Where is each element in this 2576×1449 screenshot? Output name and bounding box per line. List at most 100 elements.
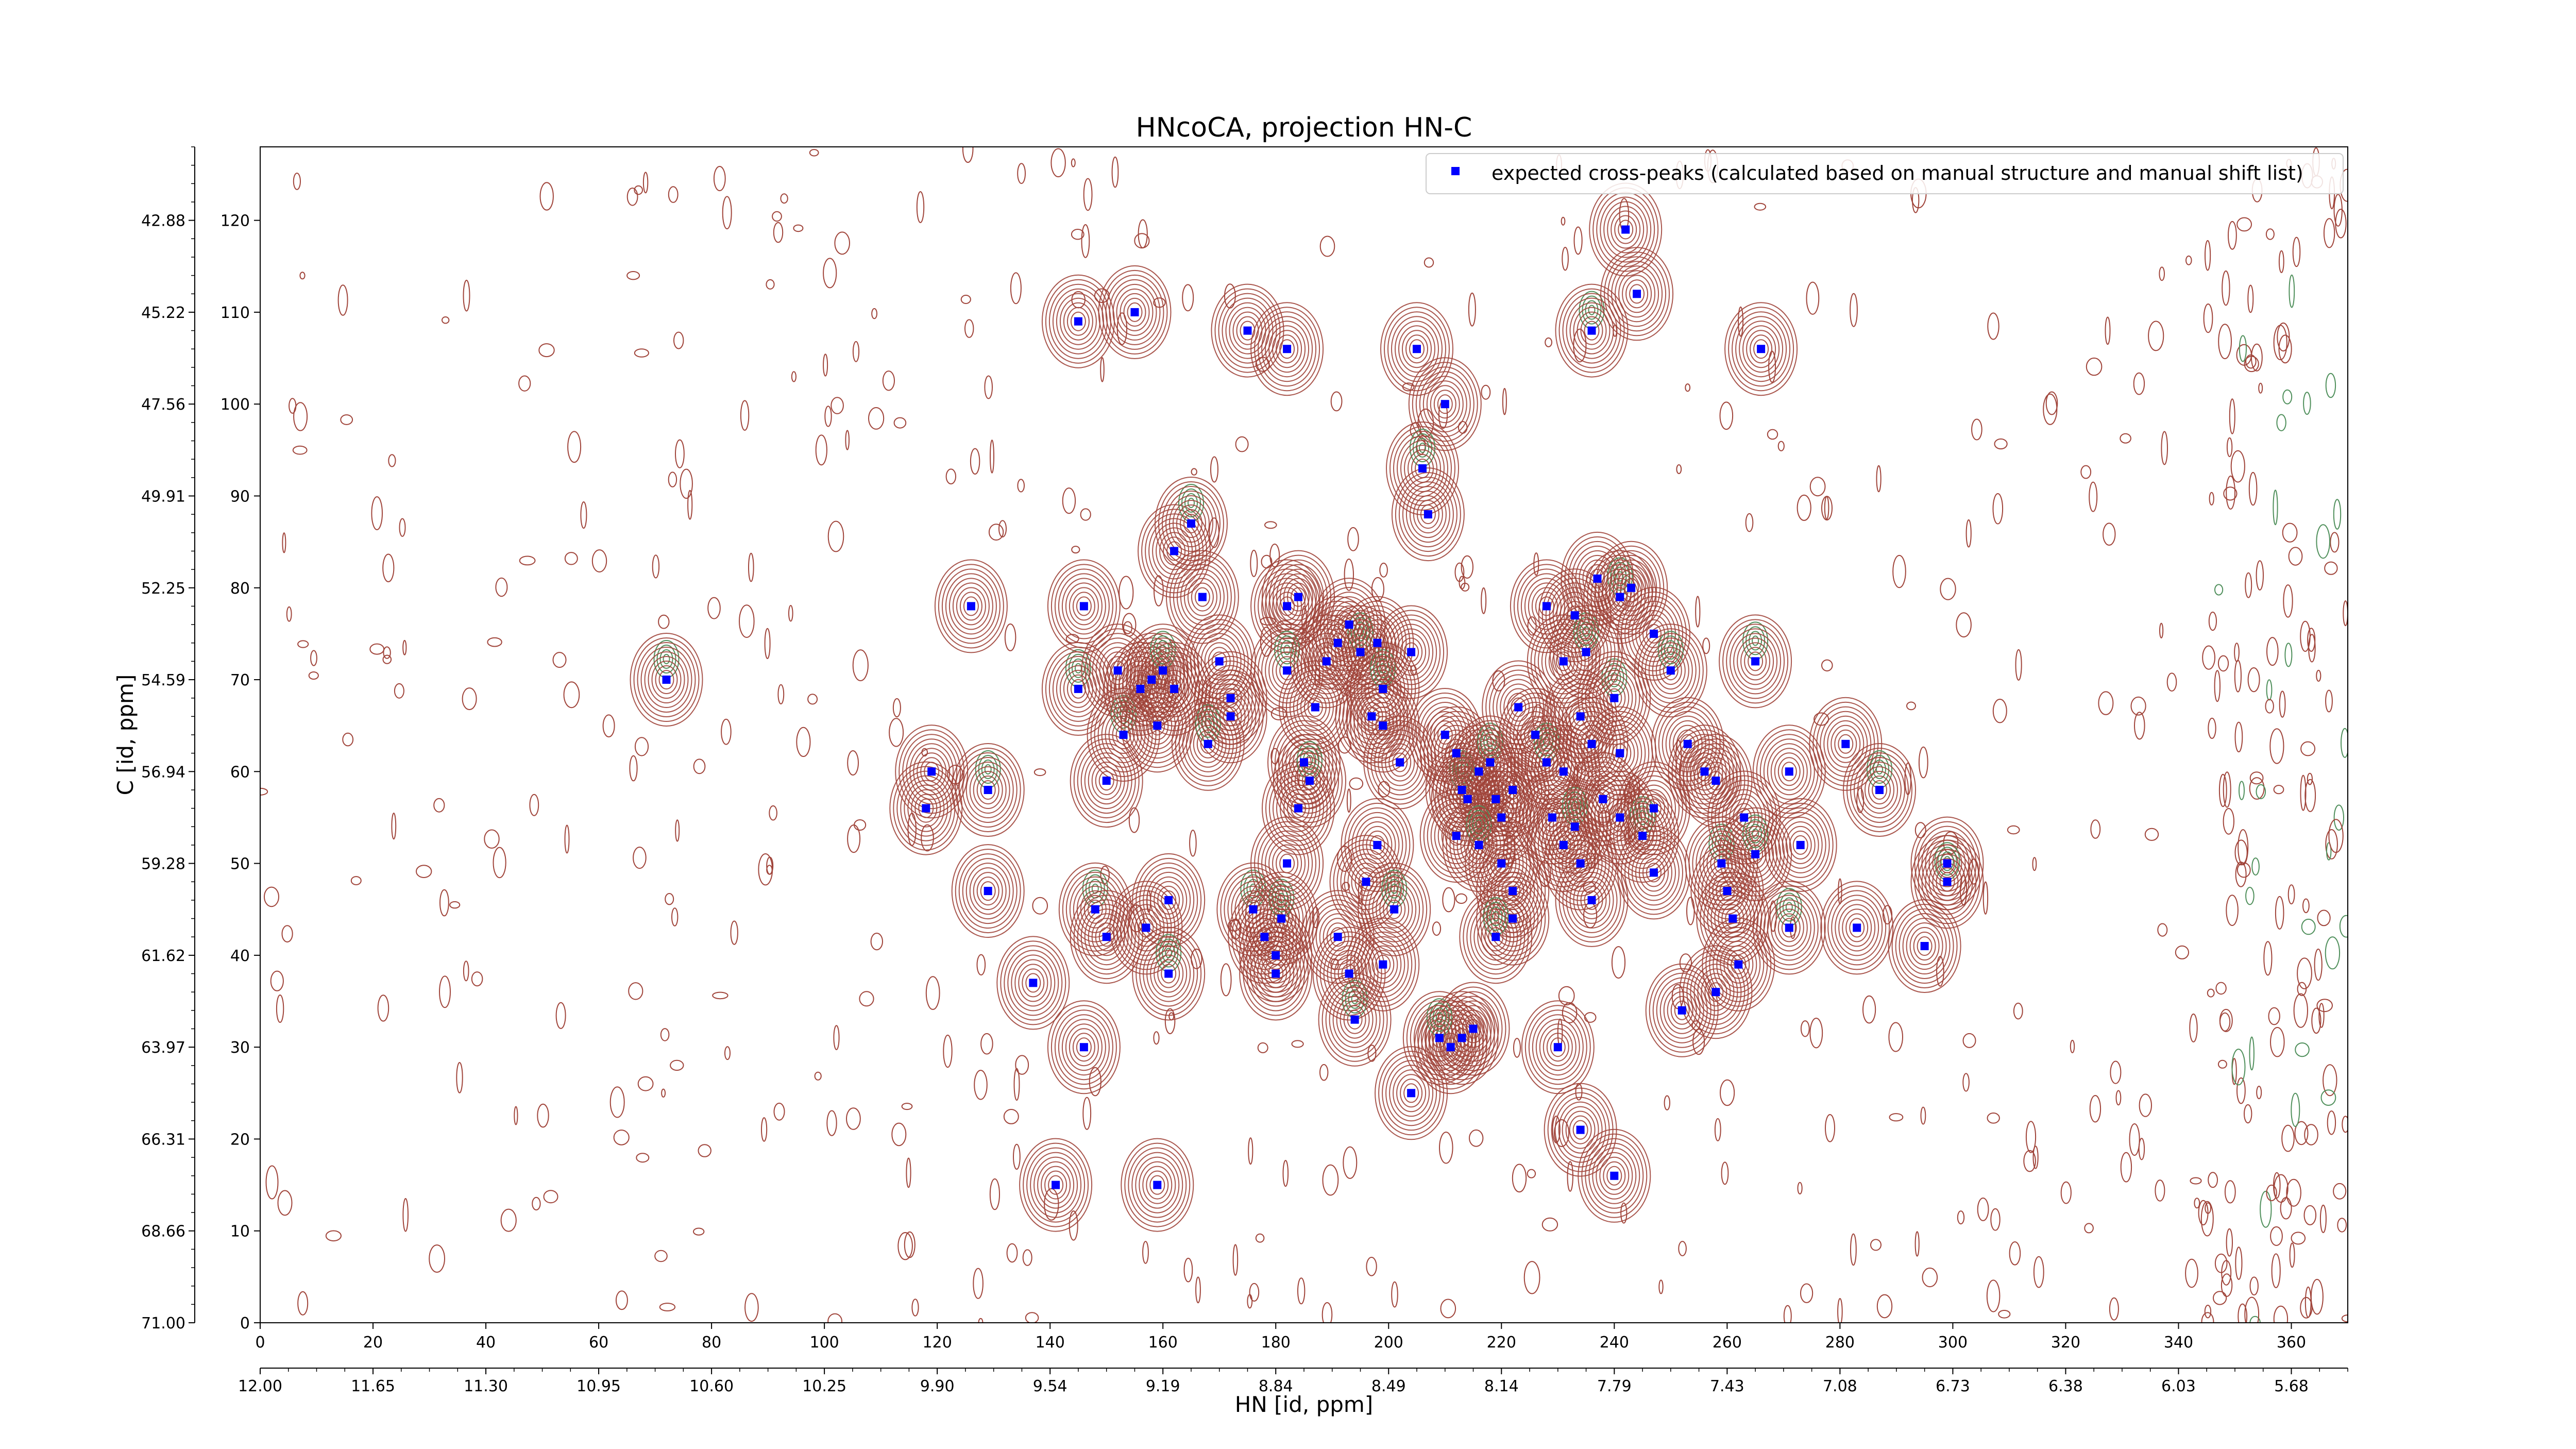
peak-contour (1735, 316, 1787, 382)
cross-peak-point (1553, 1043, 1562, 1052)
cross-peak-point (1677, 1006, 1686, 1015)
peak-contour (1319, 913, 1357, 961)
noise-contour (2324, 561, 2338, 575)
noise-contour (1721, 1161, 1729, 1185)
noise-contour (1837, 1298, 1843, 1323)
peak-contour (1397, 435, 1448, 501)
noise-contour (2287, 884, 2295, 905)
noise-contour (382, 654, 392, 664)
peak-contour (633, 637, 700, 722)
noise-contour (2202, 645, 2216, 670)
noise-contour (1545, 337, 1553, 347)
peak-contour (1628, 600, 1680, 667)
cross-peak-point (1542, 758, 1551, 767)
peak-contour (1420, 504, 1436, 525)
noise-contour (1013, 1143, 1021, 1170)
noise-contour (1777, 441, 1785, 451)
peak-contour (1584, 321, 1600, 341)
noise-contour (2185, 1258, 2198, 1288)
noise-contour (1800, 1020, 1810, 1037)
peak-contour (1639, 789, 1669, 828)
noise-contour (1502, 387, 1507, 415)
peak-contour (1431, 1028, 1447, 1048)
noise-contour (462, 687, 477, 711)
noise-contour (2239, 781, 2245, 800)
noise-contour (2301, 918, 2316, 935)
negative-contour (1162, 943, 1176, 963)
noise-contour (1432, 921, 1442, 936)
noise-contour (1695, 596, 1701, 628)
peak-contour (1402, 330, 1432, 368)
peak-contour (1134, 913, 1158, 942)
noise-contour (687, 490, 693, 520)
peak-contour (1098, 771, 1114, 791)
peak-contour (1155, 477, 1228, 570)
peak-contour (1378, 610, 1445, 695)
peak-contour (1532, 1014, 1584, 1081)
peak-contour (1432, 1000, 1492, 1076)
peak-contour (1642, 858, 1665, 887)
noise-contour (626, 188, 638, 206)
x-index-axis: 0 20 40 60 80 100 120 140 160 180 200 220 240 260 280 3… (255, 1323, 2306, 1352)
noise-contour (1922, 1267, 1938, 1288)
noise-contour (2109, 1297, 2119, 1321)
noise-contour (289, 398, 297, 414)
noise-contour (2218, 773, 2227, 807)
noise-contour (2325, 829, 2338, 860)
noise-contour (1248, 1137, 1253, 1165)
peak-contour (1686, 748, 1723, 796)
noise-contour (827, 1313, 842, 1323)
x-ppm-tick-label: 10.95 (577, 1377, 621, 1395)
peak-contour (1740, 835, 1771, 873)
negative-contour (1068, 653, 1088, 683)
noise-contour (2335, 209, 2347, 239)
noise-contour (463, 961, 469, 982)
negative-contour (1348, 989, 1362, 1009)
peak-contour (1767, 899, 1811, 956)
cross-peak-point (1683, 739, 1692, 748)
peak-contour (640, 647, 692, 713)
noise-contour (2175, 945, 2189, 959)
noise-contour (442, 316, 450, 324)
noise-contour (2283, 584, 2293, 618)
noise-contour (891, 1122, 907, 1147)
peak-contour (1850, 752, 1909, 828)
peak-contour (1271, 720, 1337, 805)
noise-contour (2277, 322, 2290, 352)
negative-contour (1664, 640, 1677, 660)
peak-contour (1601, 729, 1639, 777)
cross-peak-point (1300, 758, 1308, 767)
noise-contour (2130, 696, 2146, 716)
noise-contour (2318, 1003, 2325, 1028)
peak-contour (1403, 1083, 1419, 1103)
cross-peak-point (1333, 638, 1342, 647)
noise-contour (2139, 1093, 2152, 1117)
peak-contour (1600, 247, 1674, 341)
noise-contour (2273, 325, 2287, 361)
peak-contour (1208, 669, 1253, 727)
peak-contour (1925, 853, 1970, 911)
noise-contour (2155, 1180, 2165, 1202)
noise-contour (2303, 1205, 2317, 1225)
peak-contour (1767, 743, 1811, 800)
noise-contour (2238, 829, 2249, 866)
peak-contour (1470, 904, 1522, 970)
noise-contour (2235, 1246, 2243, 1280)
peak-contour (1058, 573, 1110, 639)
noise-contour (659, 1303, 676, 1311)
peak-contour (1739, 321, 1784, 378)
x-tick-label: 340 (2164, 1334, 2193, 1352)
negative-contour (1165, 948, 1173, 958)
noise-contour (2279, 690, 2286, 718)
noise-contour (673, 331, 684, 349)
peak-contour (1463, 895, 1529, 980)
noise-contour (1168, 1012, 1175, 1021)
noise-contour (2249, 777, 2265, 800)
cross-peak-point (1452, 832, 1461, 840)
peak-contour (1581, 1133, 1648, 1218)
peak-contour (1000, 940, 1066, 1025)
peak-contour (1389, 426, 1455, 511)
peak-contour (1704, 766, 1727, 796)
noise-contour (2337, 1218, 2347, 1233)
cross-peak-point (1576, 1125, 1585, 1134)
